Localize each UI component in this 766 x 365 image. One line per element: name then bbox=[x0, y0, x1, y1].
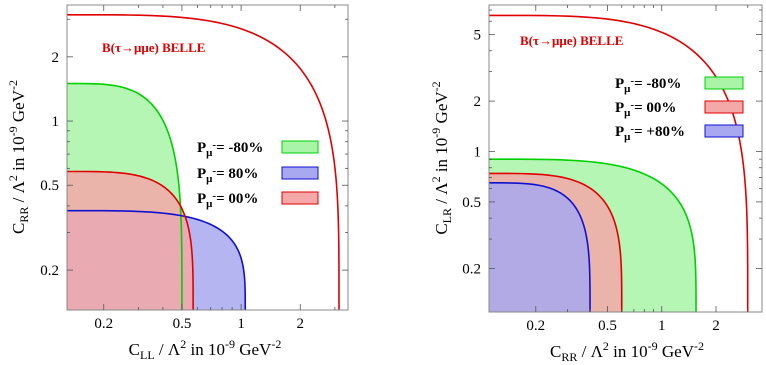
legend-label-2: Pμ-= 00% bbox=[197, 190, 258, 210]
y-tick-label: 5 bbox=[474, 27, 482, 43]
x-tick-label: 1 bbox=[658, 318, 666, 334]
legend-swatch-1 bbox=[281, 166, 319, 180]
legend-swatch-2 bbox=[704, 124, 744, 138]
belle-annotation: B(τ→μμe) BELLE bbox=[102, 40, 205, 55]
legend-label-0: Pμ-= -80% bbox=[197, 139, 263, 159]
region-boundary-3 bbox=[489, 182, 591, 312]
y-axis-title: CLR / Λ2 in 10-9 GeV-2 bbox=[429, 81, 454, 234]
x-axis-title: CRR / Λ2 in 10-9 GeV-2 bbox=[550, 339, 704, 364]
y-tick-label: 0.5 bbox=[40, 178, 59, 194]
region-fill-3 bbox=[67, 171, 194, 310]
plot-frame bbox=[488, 4, 763, 313]
region-boundary-3 bbox=[67, 170, 194, 310]
region-boundary-1 bbox=[67, 82, 183, 310]
right-chart: 0.2 0.5 1 2 0.2 0.5 1 2 5 B(τ→μμe) BELLE Pμ-= -80%… bbox=[429, 4, 763, 364]
left-chart: 0.2 0.5 1 2 0.2 0.5 1 2 B(τ→μμe) BELLE Pμ-= -80% P… bbox=[6, 4, 349, 362]
x-tick-label: 0.5 bbox=[173, 316, 192, 332]
plot-area bbox=[67, 13, 340, 310]
x-tick-label: 0.2 bbox=[94, 316, 113, 332]
x-tick-label: 2 bbox=[712, 318, 720, 334]
y-tick-label: 2 bbox=[474, 94, 482, 110]
legend-label-1: Pμ-= 00% bbox=[615, 99, 676, 119]
region-boundary-2 bbox=[489, 172, 623, 312]
legend-swatch-1 bbox=[704, 100, 744, 114]
x-tick-label: 0.2 bbox=[526, 318, 545, 334]
legend-label-2: Pμ-= +80% bbox=[615, 123, 685, 143]
legend-label-1: Pμ-= 80% bbox=[197, 165, 258, 185]
y-tick-label: 2 bbox=[52, 50, 60, 66]
belle-limit-curve bbox=[489, 14, 749, 312]
x-tick-label: 0.5 bbox=[598, 318, 617, 334]
x-tick-label: 2 bbox=[296, 316, 304, 332]
belle-limit-curve bbox=[67, 13, 340, 310]
y-tick-label: 1 bbox=[52, 114, 60, 130]
legend-swatch-0 bbox=[281, 140, 319, 154]
x-axis-title: CLL / Λ2 in 10-9 GeV-2 bbox=[129, 337, 282, 362]
region-fill-3 bbox=[489, 182, 591, 312]
belle-annotation: B(τ→μμe) BELLE bbox=[520, 33, 623, 48]
legend-label-0: Pμ-= -80% bbox=[615, 75, 681, 95]
y-tick-label: 0.5 bbox=[462, 195, 481, 211]
legend-swatch-0 bbox=[704, 76, 744, 90]
y-tick-label: 1 bbox=[474, 145, 482, 161]
region-boundary-1 bbox=[489, 158, 697, 312]
plot-frame bbox=[66, 4, 349, 311]
legend-swatch-2 bbox=[281, 191, 319, 205]
plot-area bbox=[489, 14, 749, 312]
region-boundary-2 bbox=[67, 209, 247, 310]
x-tick-label: 1 bbox=[237, 316, 245, 332]
y-tick-label: 0.2 bbox=[40, 263, 59, 279]
y-tick-label: 0.2 bbox=[462, 262, 481, 278]
y-axis-title: CRR / Λ2 in 10-9 GeV-2 bbox=[6, 80, 31, 234]
